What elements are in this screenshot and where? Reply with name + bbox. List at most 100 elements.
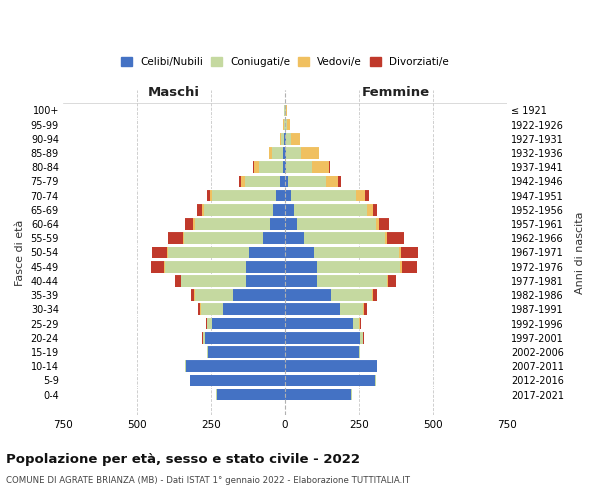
Bar: [373, 290, 377, 301]
Bar: [385, 232, 387, 244]
Bar: [250, 246, 285, 258]
Bar: [326, 176, 338, 188]
Bar: [387, 275, 388, 286]
Bar: [283, 162, 285, 173]
Bar: [363, 304, 364, 315]
Bar: [285, 190, 292, 202]
Bar: [245, 176, 280, 188]
Bar: [217, 388, 285, 400]
Bar: [185, 218, 193, 230]
Bar: [195, 218, 270, 230]
Bar: [353, 318, 359, 330]
Bar: [207, 346, 208, 358]
Bar: [285, 147, 286, 159]
Bar: [313, 162, 329, 173]
Bar: [269, 147, 272, 159]
Y-axis label: Anni di nascita: Anni di nascita: [575, 211, 585, 294]
Bar: [317, 275, 387, 286]
Bar: [223, 304, 285, 315]
Bar: [165, 261, 247, 272]
Bar: [212, 190, 276, 202]
Bar: [233, 290, 285, 301]
Bar: [272, 147, 283, 159]
Bar: [317, 261, 400, 272]
Bar: [151, 261, 164, 272]
Bar: [399, 246, 401, 258]
Bar: [286, 104, 287, 117]
Bar: [280, 133, 281, 144]
Bar: [359, 346, 360, 358]
Bar: [273, 204, 285, 216]
Bar: [387, 232, 404, 244]
Bar: [285, 346, 359, 358]
Bar: [184, 232, 263, 244]
Bar: [152, 246, 167, 258]
Bar: [193, 218, 195, 230]
Bar: [295, 204, 367, 216]
Bar: [286, 133, 291, 144]
Bar: [212, 318, 285, 330]
Bar: [373, 204, 377, 216]
Bar: [186, 360, 285, 372]
Bar: [206, 190, 210, 202]
Bar: [259, 162, 283, 173]
Bar: [298, 218, 376, 230]
Bar: [167, 246, 168, 258]
Bar: [197, 304, 200, 315]
Bar: [210, 190, 212, 202]
Bar: [168, 232, 183, 244]
Bar: [197, 204, 202, 216]
Bar: [388, 275, 395, 286]
Text: Maschi: Maschi: [148, 86, 200, 99]
Bar: [340, 304, 363, 315]
Bar: [287, 119, 290, 130]
Bar: [206, 318, 207, 330]
Bar: [202, 204, 203, 216]
Bar: [175, 275, 181, 286]
Bar: [181, 275, 247, 286]
Bar: [285, 332, 361, 344]
Bar: [304, 232, 385, 244]
Bar: [285, 388, 352, 400]
Bar: [191, 290, 194, 301]
Bar: [292, 190, 356, 202]
Bar: [168, 246, 250, 258]
Bar: [270, 218, 285, 230]
Bar: [285, 261, 317, 272]
Bar: [285, 218, 298, 230]
Bar: [288, 176, 326, 188]
Bar: [361, 332, 363, 344]
Bar: [281, 133, 284, 144]
Bar: [360, 318, 361, 330]
Bar: [331, 290, 372, 301]
Bar: [285, 176, 288, 188]
Bar: [285, 162, 286, 173]
Bar: [241, 176, 245, 188]
Bar: [247, 261, 285, 272]
Bar: [286, 162, 313, 173]
Bar: [208, 346, 285, 358]
Bar: [190, 374, 285, 386]
Bar: [285, 304, 340, 315]
Bar: [285, 275, 317, 286]
Bar: [203, 332, 205, 344]
Bar: [183, 232, 184, 244]
Y-axis label: Fasce di età: Fasce di età: [15, 220, 25, 286]
Bar: [247, 275, 285, 286]
Bar: [164, 261, 165, 272]
Bar: [263, 232, 285, 244]
Bar: [205, 332, 285, 344]
Bar: [283, 147, 285, 159]
Bar: [254, 162, 259, 173]
Bar: [207, 318, 212, 330]
Bar: [372, 290, 373, 301]
Legend: Celibi/Nubili, Coniugati/e, Vedovi/e, Divorziati/e: Celibi/Nubili, Coniugati/e, Vedovi/e, Di…: [117, 53, 453, 71]
Bar: [365, 190, 369, 202]
Bar: [286, 147, 301, 159]
Text: Popolazione per età, sesso e stato civile - 2022: Popolazione per età, sesso e stato civil…: [6, 452, 360, 466]
Bar: [402, 261, 416, 272]
Bar: [200, 304, 223, 315]
Bar: [376, 218, 379, 230]
Bar: [203, 204, 273, 216]
Bar: [356, 190, 365, 202]
